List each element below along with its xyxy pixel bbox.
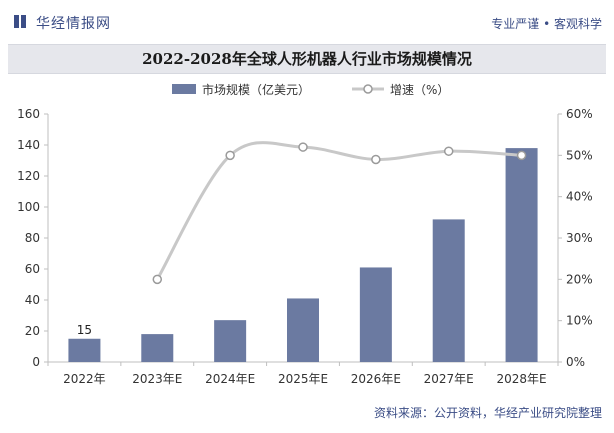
legend-label-line: 增速（%） [390,83,449,97]
x-tick-label: 2022年 [63,372,106,386]
y-right-tick-label: 40% [566,190,593,204]
header-bar: 华经情报网 专业严谨 • 客观科学 [0,0,614,42]
bar [432,219,465,362]
y-left-tick-label: 40 [25,293,40,307]
logo-icon [14,15,26,28]
bar [141,334,174,362]
y-left-tick-label: 0 [32,355,40,369]
growth-line [155,141,522,281]
y-left-tick-label: 160 [17,107,40,121]
x-tick-label: 2025年E [278,372,328,386]
bar [287,298,319,362]
x-tick-label: 2027年E [424,372,474,386]
legend-line-marker [363,84,373,94]
x-tick-label: 2023年E [132,372,182,386]
legend-label-bar: 市场规模（亿美元） [202,82,310,97]
bar [68,338,101,362]
source-note: 资料来源：公开资料，华经产业研究院整理 [373,406,602,420]
y-right-tick-label: 20% [566,272,593,286]
x-tick-label: 2024年E [205,372,255,386]
y-right-tick-label: 50% [566,148,593,162]
growth-point [516,150,527,161]
bar [214,320,247,362]
growth-point [443,146,454,156]
x-tick-label: 2026年E [351,372,401,386]
y-right-tick-label: 30% [566,231,593,245]
bar [505,148,538,362]
tagline: 专业严谨 • 客观科学 [491,17,602,31]
chart-title: 2022-2028年全球人形机器人行业市场规模情况 [142,50,472,68]
y-left-tick-label: 120 [17,169,40,183]
y-left-tick-label: 60 [25,262,40,276]
bar [359,267,392,362]
brand-name: 华经情报网 [36,16,111,32]
growth-point [371,154,381,165]
y-left-tick-label: 20 [25,324,40,338]
y-right-tick-label: 0% [566,355,585,369]
title-bar: 2022-2028年全球人形机器人行业市场规模情况 [8,44,606,74]
y-right-tick-label: 10% [566,314,593,328]
x-tick-label: 2028年E [497,372,547,386]
growth-point [152,274,163,285]
data-label: 15 [77,323,92,337]
y-left-tick-label: 140 [17,138,40,152]
growth-point [298,142,308,152]
legend-bar-swatch [172,84,196,94]
y-right-tick-label: 60% [566,107,593,121]
y-left-tick-label: 100 [17,200,40,214]
growth-point [225,150,235,161]
y-left-tick-label: 80 [25,231,40,245]
